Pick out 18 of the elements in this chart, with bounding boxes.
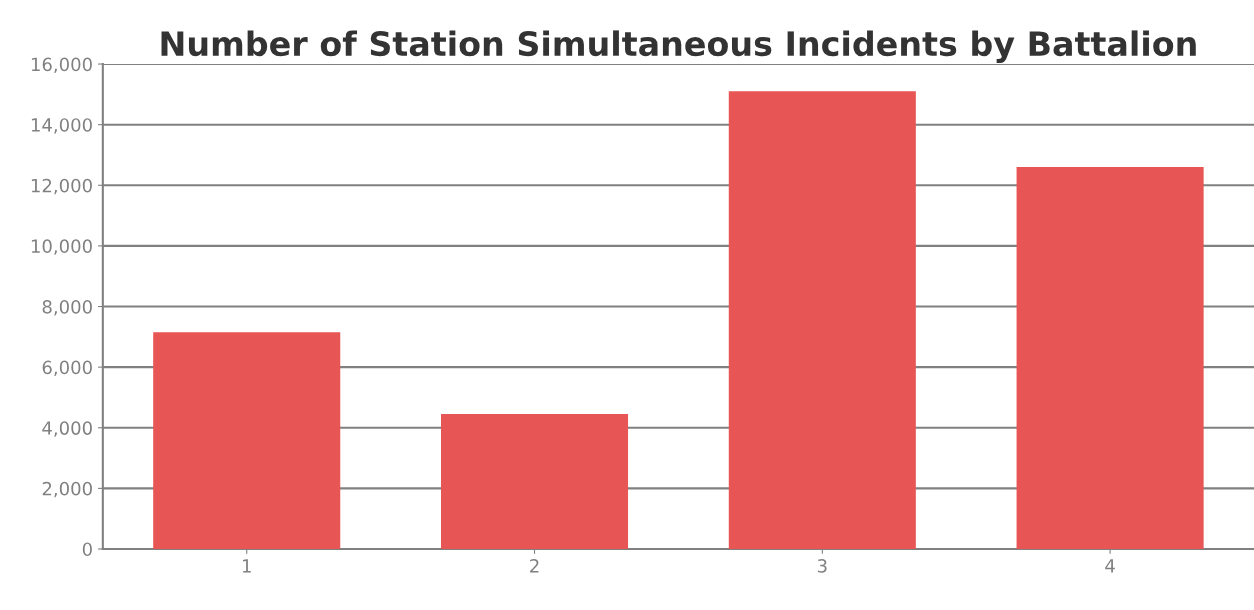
bar	[1016, 167, 1204, 549]
bar	[728, 91, 916, 549]
y-tick-label: 14,000	[31, 118, 92, 134]
x-tick-label: 3	[817, 559, 827, 573]
y-tick-label: 4,000	[42, 421, 92, 437]
chart-title: Number of Station Simultaneous Incidents by Battalion	[161, 30, 1196, 63]
y-tick-label: 6,000	[42, 360, 92, 377]
x-tick-label: 1	[242, 559, 251, 573]
x-tick-label: 2	[530, 559, 539, 573]
y-tick-label: 8,000	[42, 299, 92, 316]
y-tick-label: 10,000	[31, 239, 92, 255]
x-tick-label: 4	[1105, 559, 1115, 573]
y-tick-label: 16,000	[31, 57, 92, 74]
y-tick-label: 12,000	[31, 178, 92, 195]
y-tick-label: 2,000	[42, 481, 92, 498]
bar	[153, 332, 341, 549]
bar	[440, 414, 629, 549]
y-tick-label: 0	[82, 542, 92, 557]
